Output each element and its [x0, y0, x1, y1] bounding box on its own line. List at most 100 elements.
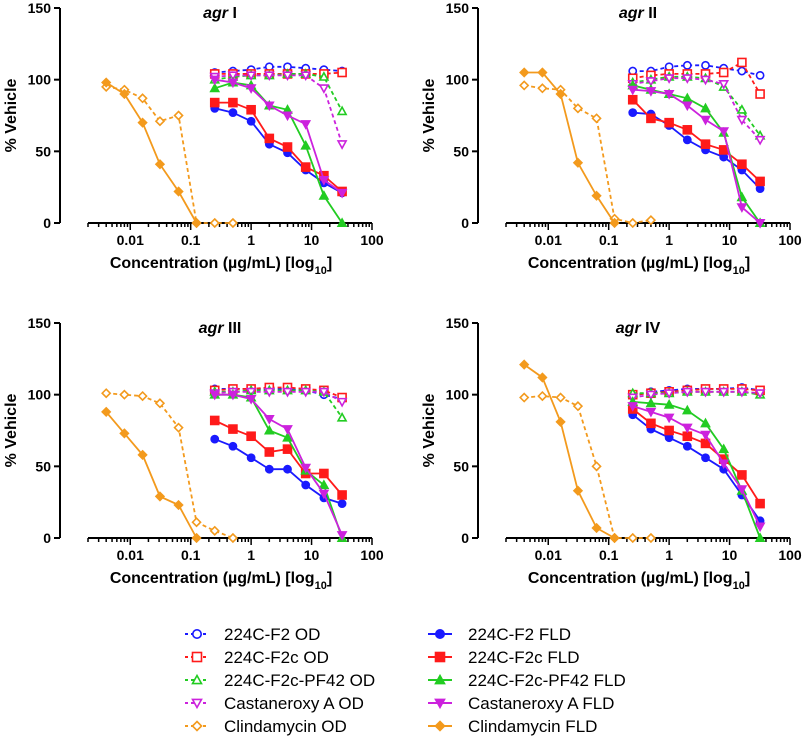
- chart-title: agr II: [619, 5, 657, 22]
- x-tick-label: 10: [304, 232, 320, 248]
- legend-label: Castaneroxy A OD: [224, 694, 364, 713]
- data-point: [700, 115, 711, 126]
- data-point: [209, 390, 221, 401]
- data-point: [718, 79, 730, 90]
- data-point: [337, 499, 347, 508]
- legend-item: Castaneroxy A FLD: [428, 694, 614, 713]
- legend-marker: [191, 698, 203, 710]
- x-axis-title-subscript: 10: [315, 580, 327, 592]
- series-Clindamycin-FLD: [101, 77, 202, 229]
- data-point: [300, 162, 311, 172]
- legend-item: 224C-F2c OD: [185, 648, 329, 667]
- data-point: [663, 90, 675, 100]
- data-point: [646, 418, 656, 429]
- data-point: [337, 490, 347, 500]
- x-tick-label: 10: [722, 547, 738, 563]
- data-point: [245, 84, 257, 94]
- data-point: [318, 489, 330, 500]
- data-point: [664, 117, 674, 128]
- data-point: [755, 89, 765, 99]
- data-point: [701, 60, 710, 70]
- data-point: [681, 92, 693, 103]
- data-point: [209, 415, 220, 426]
- data-point: [737, 470, 747, 480]
- legend-marker: [434, 628, 445, 639]
- chart-panel-2: 0 50 100 150 0.01 0.1 1 10 100 agr II % Vehicle Con…: [421, 0, 802, 277]
- legend-label: 224C-F2c FLD: [468, 648, 579, 667]
- data-point: [700, 387, 711, 398]
- data-point: [318, 176, 330, 186]
- legend-item: 224C-F2c FLD: [428, 648, 579, 667]
- data-point: [627, 94, 638, 105]
- series-Clindamycin-FLD: [101, 406, 202, 544]
- chart-title: agr III: [199, 320, 242, 337]
- data-point: [300, 387, 312, 398]
- data-point: [537, 67, 548, 78]
- legend-item: Clindamycin FLD: [428, 717, 597, 736]
- chart-title-italic: agr: [203, 5, 229, 22]
- legend-marker: [191, 720, 203, 732]
- data-point: [627, 532, 638, 544]
- data-point: [701, 453, 710, 463]
- chart-panel-4: 0 50 100 150 0.01 0.1 1 10 100 agr IV % Vehicle Con…: [421, 315, 802, 592]
- series-line: [632, 405, 761, 527]
- data-point: [537, 372, 548, 383]
- data-point: [300, 139, 312, 150]
- x-axis-title: Concentration (µg/mL) [log10]: [528, 255, 750, 277]
- data-point: [519, 67, 530, 78]
- data-point: [700, 139, 711, 149]
- series-224C-F2c-PF42-FLD: [209, 389, 348, 543]
- data-point: [228, 97, 238, 108]
- series-line: [105, 411, 198, 539]
- data-point: [282, 142, 293, 152]
- series-line: [214, 393, 343, 539]
- data-point: [300, 463, 312, 474]
- x-tick-label: 100: [778, 547, 802, 563]
- data-point: [754, 522, 766, 533]
- y-tick-label: 0: [43, 530, 51, 546]
- series-line: [523, 363, 615, 539]
- data-point: [700, 430, 711, 441]
- data-point: [337, 67, 347, 78]
- legend-marker: [192, 628, 203, 639]
- data-point: [191, 532, 202, 544]
- data-point: [754, 135, 766, 146]
- data-point: [572, 157, 584, 168]
- x-tick-label: 0.01: [535, 232, 562, 248]
- series-line: [214, 78, 343, 194]
- x-tick-label: 10: [722, 232, 738, 248]
- data-point: [318, 479, 330, 489]
- data-point: [645, 87, 657, 97]
- series-line: [524, 84, 652, 224]
- data-point: [646, 113, 656, 124]
- chart-title-italic: agr: [199, 320, 225, 337]
- data-point: [282, 432, 293, 442]
- chart-title: agr I: [203, 5, 237, 22]
- data-point: [227, 217, 239, 229]
- data-point: [246, 116, 256, 126]
- data-point: [737, 159, 747, 170]
- x-axis-title-subscript: 10: [315, 265, 327, 277]
- data-point: [336, 140, 348, 150]
- data-point: [572, 485, 584, 496]
- data-point: [681, 74, 693, 84]
- y-axis-title: % Vehicle: [3, 393, 20, 467]
- data-point: [318, 71, 330, 81]
- x-tick-label: 0.1: [599, 547, 619, 563]
- legend-label: 224C-F2c-PF42 FLD: [468, 671, 626, 690]
- y-tick-label: 100: [28, 72, 52, 88]
- data-point: [209, 75, 221, 86]
- data-point: [682, 441, 692, 451]
- data-point: [318, 84, 330, 94]
- data-point: [101, 388, 112, 399]
- data-point: [154, 159, 166, 170]
- data-point: [191, 217, 202, 229]
- data-point: [572, 401, 584, 412]
- data-point: [227, 78, 239, 89]
- data-point: [591, 522, 602, 534]
- legend-marker: [191, 651, 203, 663]
- data-point: [645, 397, 657, 408]
- chart-panel-1: 0 50 100 150 0.01 0.1 1 10 100 agr I % Vehicle Conc…: [3, 0, 384, 277]
- data-point: [682, 125, 693, 135]
- data-point: [336, 188, 348, 199]
